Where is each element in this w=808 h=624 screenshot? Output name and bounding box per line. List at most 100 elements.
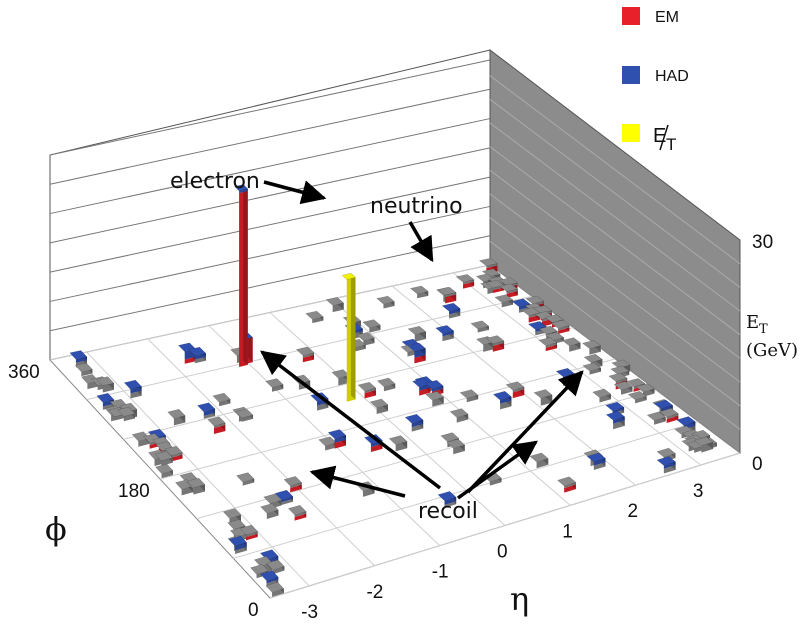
- back-wall-gridline: [49, 147, 491, 244]
- right-wall-gridline: [489, 240, 741, 430]
- noise-tower: [117, 406, 136, 422]
- et-axis-symbol: E: [746, 312, 759, 333]
- recoil-arrow: [260, 350, 442, 490]
- back-wall-gridline: [49, 88, 491, 185]
- legend-label-met-sub: T: [666, 135, 676, 154]
- et-axis-unit: (GeV): [746, 340, 798, 361]
- eta-tick-label: 2: [628, 501, 639, 522]
- annotation-arrows: [260, 180, 584, 500]
- legend-swatch-had: [622, 66, 640, 84]
- et-axis-label: E T (GeV): [746, 312, 798, 361]
- noise-tower: [369, 398, 389, 415]
- eta-axis-label: η: [510, 580, 529, 618]
- noise-tower: [407, 325, 427, 342]
- legend-swatch-met: [622, 124, 640, 142]
- noise-tower: [69, 350, 88, 368]
- noise-tower: [187, 346, 207, 364]
- phi-tick-labels: 0 180 360: [8, 362, 259, 621]
- noise-tower: [362, 319, 381, 333]
- noise-tower: [154, 451, 174, 466]
- floor-gridline-phi: [269, 452, 741, 599]
- noise-tower: [167, 408, 186, 426]
- noise-tower: [437, 491, 457, 508]
- noise-tower: [425, 391, 445, 407]
- noise-tower: [646, 411, 667, 425]
- right-wall-gridline: [489, 146, 741, 336]
- noise-tower: [485, 335, 505, 352]
- noise-tower: [550, 320, 570, 334]
- noise-tower: [446, 438, 466, 455]
- noise-tower: [236, 472, 255, 486]
- back-wall-gridline: [49, 118, 491, 215]
- noise-tower: [538, 337, 558, 352]
- recoil-4: [407, 342, 427, 364]
- phi-tick-label: 360: [8, 362, 40, 383]
- noise-tower: [234, 408, 254, 422]
- noise-tower: [376, 295, 396, 309]
- eta-tick-label: 1: [562, 521, 573, 542]
- back-wall-gridline: [49, 176, 491, 273]
- noise-tower: [582, 362, 602, 375]
- recoil-2: [327, 429, 347, 449]
- noise-tower: [561, 337, 582, 352]
- noise-tower: [388, 435, 408, 452]
- noise-tower: [409, 285, 429, 299]
- noise-tower: [265, 378, 284, 392]
- phi-tick-label: 180: [118, 481, 150, 502]
- et-axis-subscript: T: [759, 322, 768, 337]
- noise-tower: [325, 296, 345, 313]
- recoil-5: [412, 378, 432, 396]
- recoil-6: [424, 380, 444, 397]
- legend: EM HAD E T: [622, 7, 689, 154]
- back-wall-gridline: [49, 59, 491, 156]
- noise-tower: [492, 390, 513, 410]
- noise-tower: [441, 302, 461, 319]
- noise-tower: [556, 476, 577, 493]
- electron-label: electron: [170, 169, 260, 194]
- noise-tower: [613, 381, 634, 395]
- noise-tower: [305, 310, 324, 324]
- noise-tower: [470, 320, 490, 333]
- eta-tick-label: 3: [693, 481, 704, 502]
- back-wall-gridline: [49, 205, 491, 302]
- et-tick-0: 0: [752, 454, 763, 475]
- noise-tower: [656, 456, 677, 474]
- noise-tower: [295, 346, 315, 363]
- noise-tower: [499, 283, 519, 298]
- electron-arrow: [263, 180, 327, 205]
- eta-tick-label: 0: [497, 542, 508, 563]
- right-wall-gridline: [489, 98, 741, 288]
- noise-tower: [627, 390, 648, 404]
- noise-tower: [260, 503, 279, 519]
- noise-tower: [505, 381, 525, 399]
- noise-tower: [228, 535, 248, 555]
- legend-met-slash: [659, 124, 669, 151]
- right-wall-gridline: [489, 122, 741, 312]
- noise-tower: [435, 325, 455, 342]
- right-wall-gridline: [489, 75, 741, 265]
- floor-gridline-phi: [49, 264, 491, 361]
- legend-label-em: EM: [655, 9, 679, 26]
- noise-tower: [212, 392, 231, 407]
- recoil-arrow: [309, 465, 406, 498]
- noise-tower: [592, 388, 612, 403]
- noise-tower: [74, 362, 93, 377]
- noise-tower: [357, 381, 377, 399]
- floor-gridline-phi: [233, 421, 699, 559]
- et-tick-30: 30: [752, 232, 773, 253]
- noise-tower: [265, 581, 285, 597]
- noise-tower: [586, 452, 607, 471]
- noise-tower: [533, 389, 553, 406]
- noise-tower: [197, 402, 216, 419]
- phi-axis-label: ϕ: [45, 510, 67, 548]
- noise-tower: [283, 476, 303, 493]
- right-wall-gridline: [489, 217, 741, 407]
- noise-tower: [239, 524, 259, 541]
- legend-swatch-em: [622, 7, 640, 25]
- noise-tower: [266, 559, 285, 575]
- noise-tower: [287, 504, 307, 521]
- noise-tower: [437, 286, 457, 304]
- noise-tower: [455, 274, 475, 289]
- eta-tick-label: -1: [432, 562, 449, 583]
- noise-tower: [96, 376, 115, 393]
